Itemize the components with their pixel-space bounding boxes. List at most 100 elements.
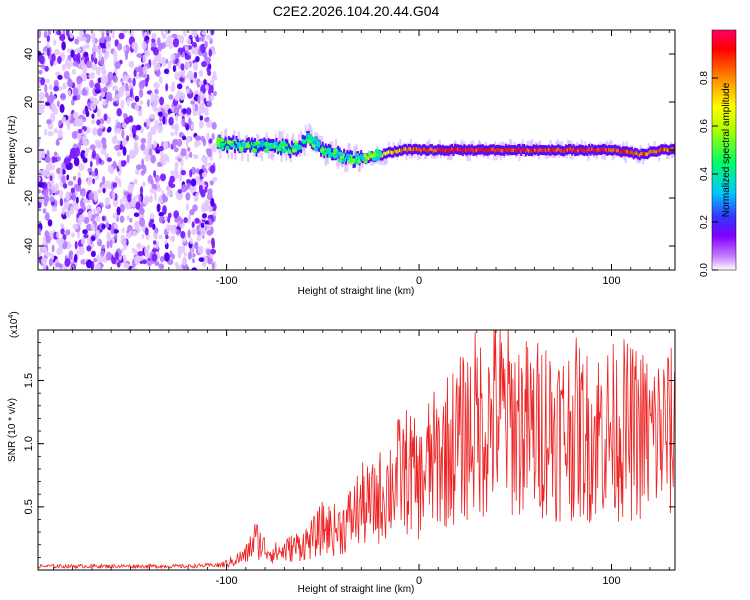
noise-speckle (38, 194, 44, 203)
noise-speckle (151, 32, 157, 40)
noise-speckle (174, 94, 179, 102)
noise-speckle (142, 65, 148, 75)
ridge-halo-cell (409, 139, 412, 148)
ridge-core-cell (494, 148, 497, 153)
ridge-halo-cell (272, 149, 275, 158)
noise-speckle (90, 102, 97, 111)
ridge-core-cell (232, 139, 235, 144)
ridge-halo-cell (521, 139, 524, 148)
noise-speckle (112, 229, 119, 234)
noise-speckle (73, 183, 81, 190)
ridge-core-cell (383, 151, 386, 156)
noise-speckle (140, 203, 144, 213)
ridge-blob (291, 148, 297, 153)
noise-speckle (191, 267, 198, 270)
noise-speckle (180, 63, 185, 71)
noise-speckle (41, 257, 48, 265)
noise-speckle (194, 241, 199, 250)
noise-speckle (92, 208, 96, 215)
noise-speckle (158, 76, 163, 84)
ridge-halo-cell (267, 150, 270, 159)
ridge-halo-cell (405, 152, 408, 161)
ridge-halo-cell (344, 163, 347, 172)
noise-speckle (101, 223, 106, 230)
snr-y-tick-label: 0.5 (23, 499, 35, 514)
noise-speckle (91, 171, 96, 177)
noise-speckle (49, 189, 53, 197)
ridge-core-cell (443, 149, 446, 153)
noise-speckle (165, 58, 169, 64)
noise-speckle (82, 109, 86, 115)
ridge-halo-cell (428, 139, 431, 148)
noise-speckle (112, 160, 117, 168)
noise-speckle (183, 108, 187, 114)
noise-speckle (45, 101, 51, 107)
noise-speckle (61, 206, 66, 215)
ridge-core-cell (423, 147, 426, 151)
ridge-core-cell (437, 147, 440, 152)
noise-speckle (112, 75, 119, 83)
noise-speckle (72, 111, 79, 120)
ridge-core-cell (548, 148, 550, 152)
ridge-core-cell (344, 157, 347, 161)
noise-speckle (202, 87, 206, 94)
noise-speckle (103, 74, 108, 84)
noise-speckle (141, 41, 147, 51)
noise-speckle (88, 192, 95, 201)
noise-speckle (58, 189, 64, 199)
noise-speckle (154, 260, 160, 267)
noise-speckle (177, 189, 183, 194)
ridge-core-cell (663, 147, 666, 152)
noise-speckle (104, 153, 109, 159)
ridge-halo-cell (265, 132, 268, 141)
ridge-blob (367, 151, 372, 157)
noise-speckle (122, 138, 126, 148)
noise-speckle (89, 144, 96, 151)
noise-speckle (206, 100, 213, 108)
ridge-core-cell (566, 148, 569, 152)
noise-speckle (185, 73, 191, 80)
ridge-core-cell (604, 148, 607, 152)
noise-speckle (78, 128, 83, 134)
noise-speckle (78, 208, 84, 214)
ridge-halo-cell (247, 154, 250, 162)
noise-speckle (40, 77, 45, 86)
noise-speckle (180, 230, 186, 239)
ridge-core-cell (589, 149, 592, 153)
noise-speckle (44, 246, 48, 256)
ridge-halo-cell (601, 151, 604, 160)
noise-speckle (113, 223, 119, 229)
ridge-halo-cell (397, 142, 400, 151)
ridge-core-cell (332, 152, 335, 156)
ridge-core-cell (400, 149, 403, 153)
ridge-halo-cell (384, 156, 387, 165)
noise-speckle (141, 233, 145, 240)
noise-speckle (54, 48, 60, 56)
noise-speckle (170, 131, 175, 137)
ridge-blob (264, 141, 269, 146)
ridge-core-cell (671, 147, 674, 151)
noise-speckle (65, 229, 71, 236)
noise-speckle (91, 113, 95, 119)
noise-speckle (211, 121, 217, 130)
noise-speckle (152, 102, 157, 112)
noise-speckle (41, 150, 46, 159)
noise-speckle (46, 35, 50, 43)
noise-speckle (144, 155, 151, 162)
ridge-core-cell (538, 148, 541, 152)
noise-speckle (105, 40, 112, 50)
ridge-halo-cell (556, 139, 559, 148)
ridge-blob (322, 151, 328, 156)
noise-speckle (38, 69, 43, 75)
ridge-halo-cell (430, 150, 433, 159)
ridge-blob (354, 160, 359, 165)
noise-speckle (195, 141, 202, 146)
noise-speckle (80, 59, 85, 69)
noise-speckle (173, 210, 179, 219)
noise-speckle (94, 139, 99, 144)
noise-speckle (202, 213, 207, 219)
noise-speckle (163, 68, 170, 75)
noise-speckle (191, 41, 197, 48)
noise-speckle (99, 95, 103, 102)
